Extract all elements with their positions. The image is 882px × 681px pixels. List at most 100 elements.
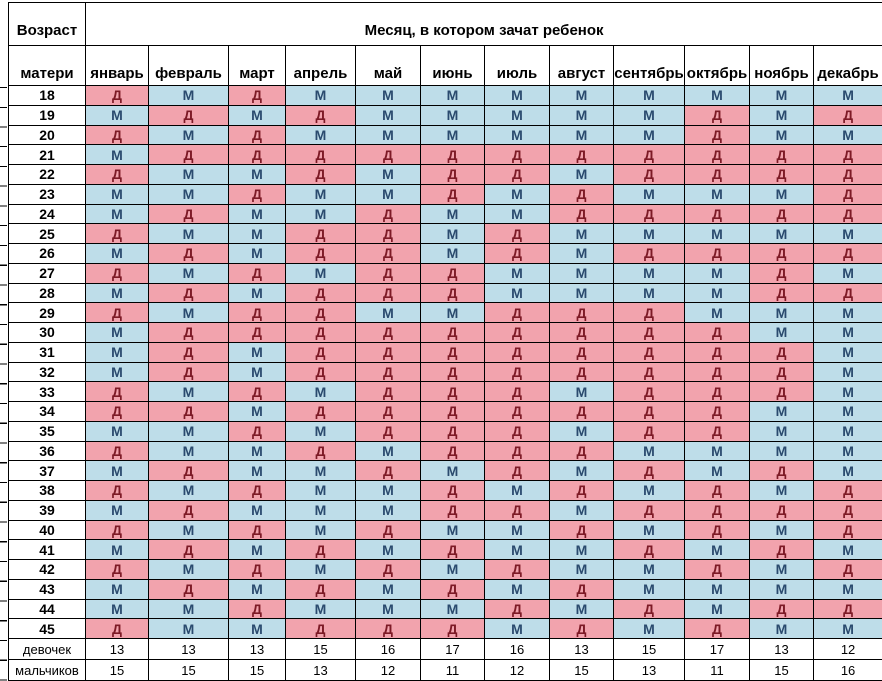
gender-cell: М <box>484 85 550 106</box>
age-cell: 29 <box>8 302 86 323</box>
gender-cell: М <box>684 440 750 462</box>
gender-cell: Д <box>749 164 814 185</box>
table-row: 29 Д М Д Д М М Д Д Д М М М <box>8 302 882 323</box>
gender-cell: М <box>85 183 149 205</box>
gender-cell: М <box>355 578 421 600</box>
gender-cell: Д <box>148 282 229 304</box>
age-cell: 19 <box>8 104 86 126</box>
table-row: 24 М Д М М Д М М Д Д Д Д Д <box>8 203 882 225</box>
gender-cell: М <box>484 519 550 541</box>
gender-cell: Д <box>85 440 149 462</box>
gender-cell: Д <box>684 618 750 639</box>
gender-cell: М <box>749 519 814 541</box>
gender-cell: М <box>85 578 149 600</box>
gender-cell: М <box>85 499 149 521</box>
gender-cell: М <box>85 243 149 264</box>
table-row: 43 М Д М Д М Д М Д М М М М <box>8 578 882 600</box>
gender-cell: М <box>484 183 550 205</box>
gender-cell: Д <box>684 164 750 185</box>
gender-cell: М <box>355 124 421 146</box>
gender-cell: Д <box>420 401 485 422</box>
gender-cell: Д <box>613 164 685 185</box>
gender-cell: М <box>355 302 421 323</box>
gender-cell: Д <box>549 440 614 462</box>
gender-cell: Д <box>684 401 750 422</box>
month-header-cell: май <box>355 45 421 86</box>
gender-cell: Д <box>684 381 750 402</box>
gender-cell: Д <box>228 420 286 442</box>
gender-cell: М <box>613 124 685 146</box>
gender-cell: Д <box>613 598 685 620</box>
totals-cell: 13 <box>148 638 229 660</box>
gender-cell: Д <box>85 302 149 323</box>
gender-cell: Д <box>812 144 882 165</box>
gender-cell: М <box>684 598 750 620</box>
gender-cell: М <box>355 164 421 185</box>
age-cell: 42 <box>8 559 86 580</box>
gender-cell: Д <box>285 618 356 639</box>
gender-cell: М <box>420 85 485 106</box>
gender-cell: Д <box>812 282 882 304</box>
gender-cell: М <box>148 598 229 620</box>
gender-cell: Д <box>228 519 286 541</box>
gender-cell: Д <box>355 262 421 284</box>
gender-cell: Д <box>684 341 750 363</box>
table-row: 38 Д М Д М М Д М Д М Д М Д <box>8 480 882 501</box>
gender-cell: М <box>812 578 882 600</box>
gender-cell: М <box>749 322 814 343</box>
gender-cell: М <box>355 539 421 560</box>
gender-cell: М <box>228 361 286 383</box>
gender-cell: Д <box>549 401 614 422</box>
age-cell: 27 <box>8 262 86 284</box>
gender-cell: М <box>148 480 229 501</box>
gender-cell: Д <box>420 480 485 501</box>
age-cell: 33 <box>8 381 86 402</box>
table-row: 31 М Д М Д Д Д Д Д Д Д Д М <box>8 341 882 363</box>
gender-cell: Д <box>228 124 286 146</box>
gender-cell: М <box>613 480 685 501</box>
gender-cell: М <box>549 282 614 304</box>
gender-cell: М <box>420 460 485 481</box>
gender-cell: М <box>420 124 485 146</box>
gender-cell: Д <box>355 401 421 422</box>
gender-cell: Д <box>613 243 685 264</box>
gender-cell: Д <box>355 618 421 639</box>
gender-cell: Д <box>812 203 882 225</box>
gender-cell: М <box>228 460 286 481</box>
gender-cell: Д <box>484 381 550 402</box>
gender-cell: М <box>812 85 882 106</box>
gender-cell: М <box>148 223 229 244</box>
gender-cell: Д <box>355 341 421 363</box>
table-row: 35 М М Д М Д Д Д М Д Д М М <box>8 420 882 442</box>
gender-cell: Д <box>85 85 149 106</box>
gender-cell: Д <box>420 539 485 560</box>
gender-cell: М <box>355 183 421 205</box>
gender-cell: М <box>228 539 286 560</box>
gender-cell: М <box>812 302 882 323</box>
gender-cell: М <box>355 499 421 521</box>
gender-cell: Д <box>549 322 614 343</box>
gender-cell: М <box>549 85 614 106</box>
gender-cell: М <box>812 401 882 422</box>
gender-cell: Д <box>285 144 356 165</box>
gender-cell: Д <box>749 341 814 363</box>
gender-cell: М <box>228 578 286 600</box>
gender-cell: Д <box>812 164 882 185</box>
gender-cell: Д <box>355 381 421 402</box>
gender-cell: Д <box>420 322 485 343</box>
gender-cell: Д <box>812 104 882 126</box>
gender-cell: Д <box>285 341 356 363</box>
gender-cell: Д <box>420 578 485 600</box>
gender-cell: Д <box>484 243 550 264</box>
gender-cell: М <box>355 104 421 126</box>
month-header-cell: март <box>228 45 286 86</box>
gender-cell: М <box>749 618 814 639</box>
gender-cell: Д <box>355 203 421 225</box>
header-row-months: матери январь февраль март апрель май июнь июл… <box>8 45 882 86</box>
gender-cell: Д <box>355 460 421 481</box>
gender-cell: Д <box>684 361 750 383</box>
gender-cell: Д <box>484 499 550 521</box>
gender-cell: Д <box>549 341 614 363</box>
table-row: 41 М Д М Д М Д М М Д М Д М <box>8 539 882 560</box>
gender-cell: М <box>285 519 356 541</box>
